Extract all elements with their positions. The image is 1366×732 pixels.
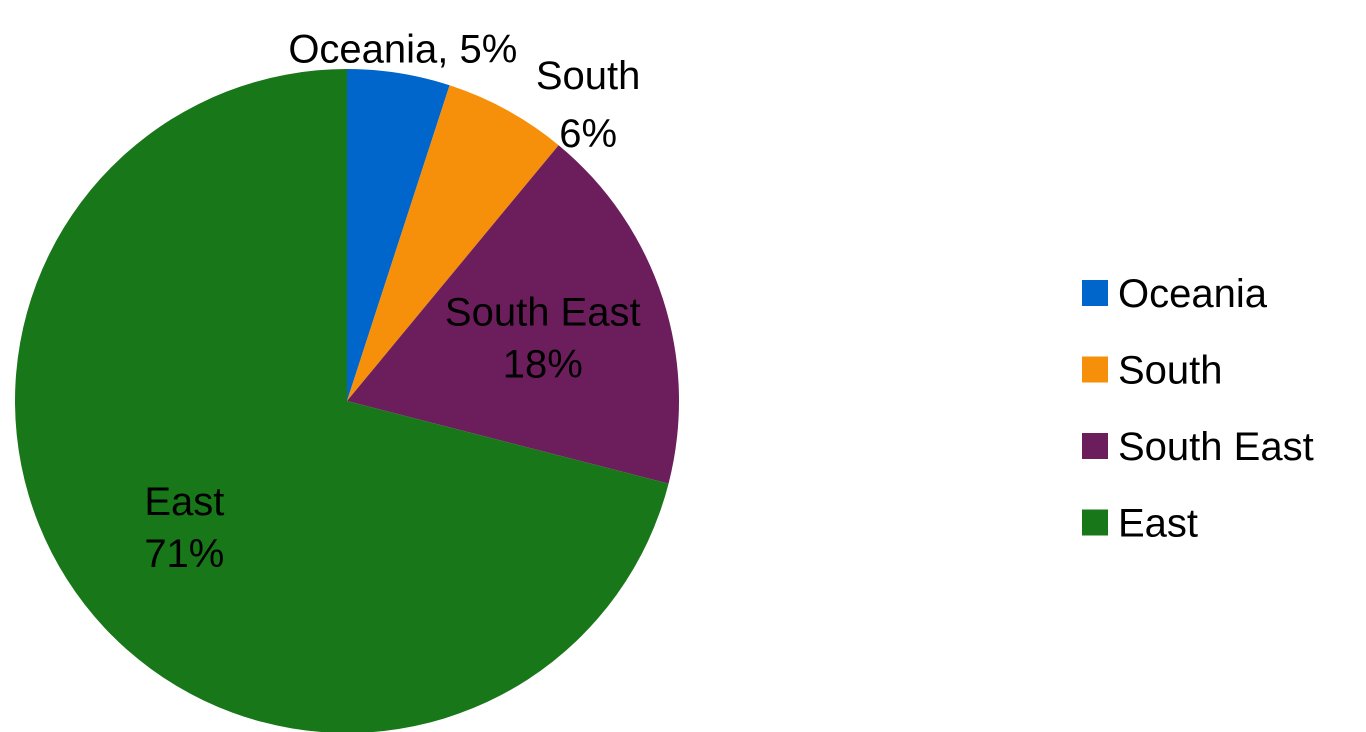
data-label-south: South 6% [536,54,641,156]
legend-label-oceania: Oceania [1118,272,1268,316]
pie-slices [15,69,679,732]
legend-swatch-south [1082,356,1108,383]
pie-slice-south-east [347,145,679,484]
legend-item-east: East [1082,502,1198,546]
pie-slice-east [15,69,669,732]
legend-swatch-south-east [1082,433,1108,459]
data-label-east: East 71% [144,480,224,576]
legend-item-south-east: South East [1082,425,1314,469]
data-label-south-east: South East 18% [445,290,641,386]
legend-swatch-east [1082,509,1108,536]
legend-label-south: South [1118,349,1223,393]
pie-slice-oceania [347,69,450,401]
legend-item-oceania: Oceania [1082,272,1268,316]
data-label-oceania: Oceania, 5% [288,27,517,71]
legend: Oceania South South East East [1082,272,1314,546]
legend-swatch-oceania [1082,280,1108,306]
pie-data-labels: Oceania, 5% South 6% South East 18% East 71% [144,27,640,576]
pie-slice-south [347,85,559,401]
legend-item-south: South [1082,349,1223,393]
legend-label-south-east: South East [1118,425,1314,469]
legend-label-east: East [1118,502,1198,546]
